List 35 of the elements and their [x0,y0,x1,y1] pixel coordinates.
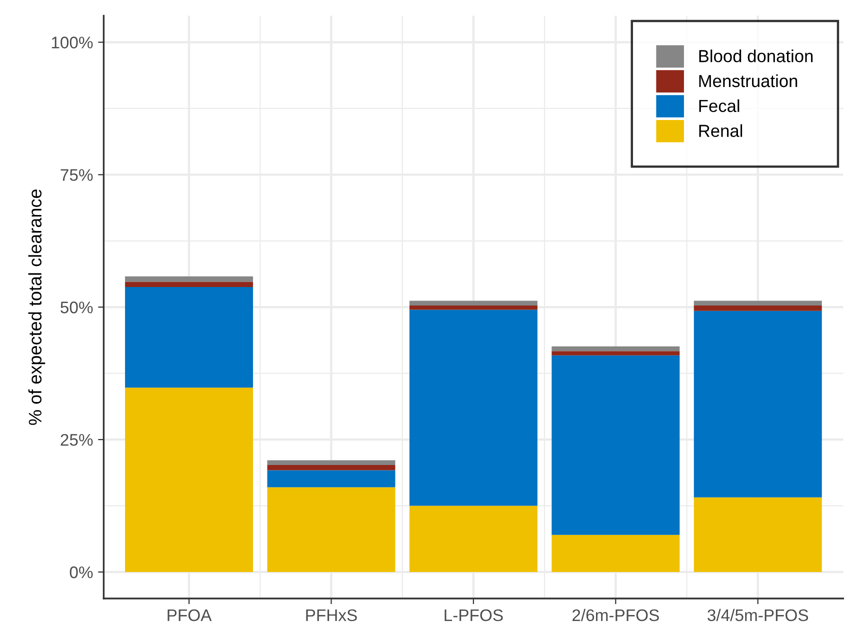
y-axis-title: % of expected total clearance [28,189,46,425]
y-tick-label: 100% [52,36,93,48]
bar [552,351,680,356]
bar [267,460,396,465]
x-tick-label: 2/6m-PFOS [572,608,659,622]
bar [125,388,254,572]
bar [267,470,396,488]
bar [409,306,538,310]
x-tick-label: L-PFOS [444,609,503,622]
legend-label: Renal [699,124,742,138]
bar [694,497,822,572]
y-tick-label: 25% [60,434,93,446]
y-tick-label: 75% [60,169,93,181]
bar [552,534,680,572]
x-tick-label: PFOA [168,609,212,622]
x-tick-label: 3/4/5m-PFOS [708,608,808,622]
legend-label: Blood donation [699,50,813,62]
bar [552,355,680,535]
legend-label: Fecal [699,99,740,112]
bar [125,282,254,287]
bar [552,346,680,352]
y-tick-label: 0% [70,566,93,578]
bar [125,286,254,388]
bar [409,506,538,572]
x-tick-label: PFHxS [306,609,357,622]
bar [409,300,538,306]
bar [694,300,822,306]
y-tick-label: 50% [60,302,93,314]
bar [694,306,822,311]
legend-label: Menstruation [699,74,798,88]
bar [125,276,254,282]
bar [409,310,538,506]
bar [694,310,822,498]
bar [267,487,396,572]
bar [267,464,396,470]
